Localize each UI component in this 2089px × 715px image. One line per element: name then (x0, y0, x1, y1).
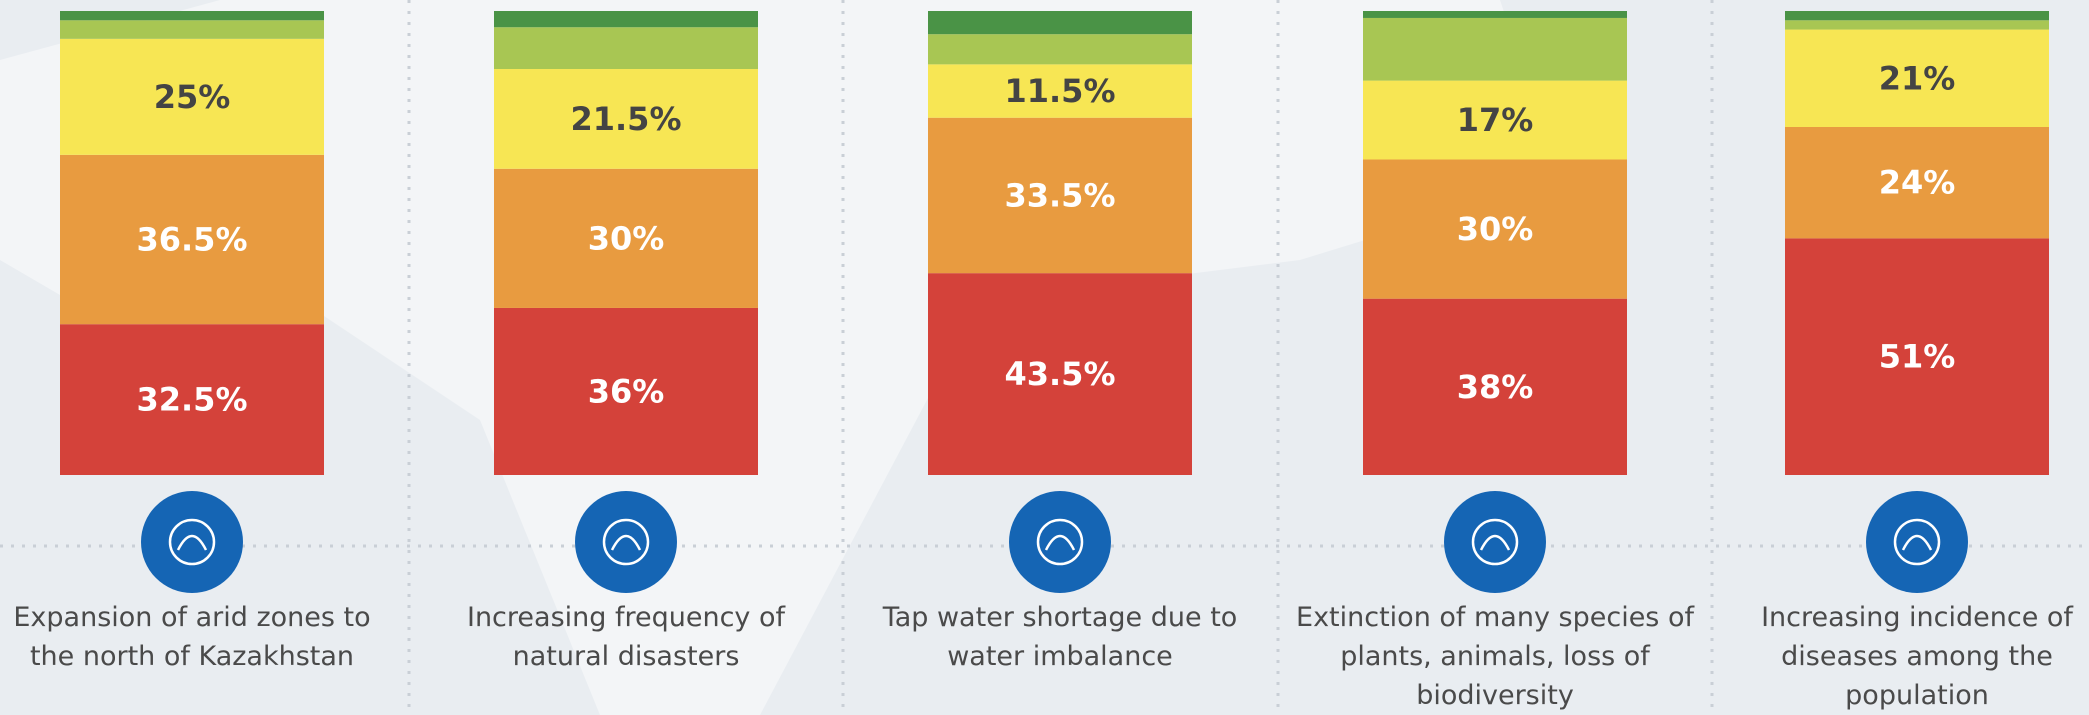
bar-segment (928, 117, 1192, 274)
bar-segment (60, 154, 324, 325)
icon (141, 491, 243, 593)
category-label: Extinction of many species of plants, an… (1296, 602, 1694, 711)
icon (1866, 491, 1968, 593)
icon-art (1893, 518, 1941, 566)
icon (575, 491, 677, 593)
bar-segment (1363, 159, 1627, 299)
value-label: 43.5% (1004, 355, 1115, 393)
bar-segment (494, 11, 758, 28)
value-label: 21% (1879, 59, 1956, 97)
category-label: Increasing incidence of diseases among t… (1761, 602, 2073, 711)
bar-segment (60, 11, 324, 21)
icon-art (168, 518, 216, 566)
value-label: 25% (154, 78, 231, 116)
bar-segment (494, 69, 758, 169)
icon-art (610, 534, 642, 551)
bar-segment (1785, 238, 2049, 475)
bar-segment (1363, 80, 1627, 160)
bar-segment (494, 27, 758, 70)
value-label: 24% (1879, 164, 1956, 202)
icon-art (1036, 518, 1084, 566)
bar-segment (928, 273, 1192, 475)
bar-segment (60, 20, 324, 39)
value-label: 17% (1457, 101, 1534, 139)
bar-segment (1785, 29, 2049, 128)
bar-segment (494, 168, 758, 308)
icon-art (1044, 534, 1076, 551)
bar-segment (928, 34, 1192, 65)
value-label: 36.5% (136, 221, 247, 259)
category-label: Expansion of arid zones to the north of … (13, 602, 371, 672)
category-label: Increasing frequency of natural disaster… (466, 602, 785, 672)
icon (1444, 491, 1546, 593)
category-label: Tap water shortage due to water imbalanc… (882, 602, 1238, 672)
bar-segment (928, 11, 1192, 35)
bar-segment (60, 324, 324, 475)
bar-segment (1785, 127, 2049, 239)
value-label: 51% (1879, 338, 1956, 376)
icon-art (176, 534, 208, 551)
icon-circle (1866, 491, 1968, 593)
icon (1009, 491, 1111, 593)
bar-segment (60, 38, 324, 155)
bar-segment (1785, 20, 2049, 30)
icon-art (1479, 534, 1511, 551)
icon-art (602, 518, 650, 566)
value-label: 11.5% (1004, 72, 1115, 110)
icon-circle (1444, 491, 1546, 593)
bar-segment (1363, 11, 1627, 18)
value-label: 30% (588, 219, 665, 257)
bar-segment (494, 307, 758, 475)
bar-segment (928, 64, 1192, 118)
bar-segment (1363, 17, 1627, 81)
value-label: 36% (588, 372, 665, 410)
bar-segment (1785, 11, 2049, 21)
icon-circle (575, 491, 677, 593)
icon-circle (141, 491, 243, 593)
value-label: 30% (1457, 210, 1534, 248)
value-label: 32.5% (136, 381, 247, 419)
separators (407, 0, 1714, 715)
icon-art (1901, 534, 1933, 551)
value-label: 21.5% (570, 100, 681, 138)
bar-segment (1363, 298, 1627, 475)
icon-circle (1009, 491, 1111, 593)
value-label: 38% (1457, 368, 1534, 406)
icon-art (1471, 518, 1519, 566)
value-label: 33.5% (1004, 176, 1115, 214)
